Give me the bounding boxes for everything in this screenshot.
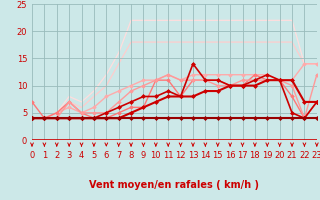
X-axis label: Vent moyen/en rafales ( km/h ): Vent moyen/en rafales ( km/h ) [89, 180, 260, 190]
